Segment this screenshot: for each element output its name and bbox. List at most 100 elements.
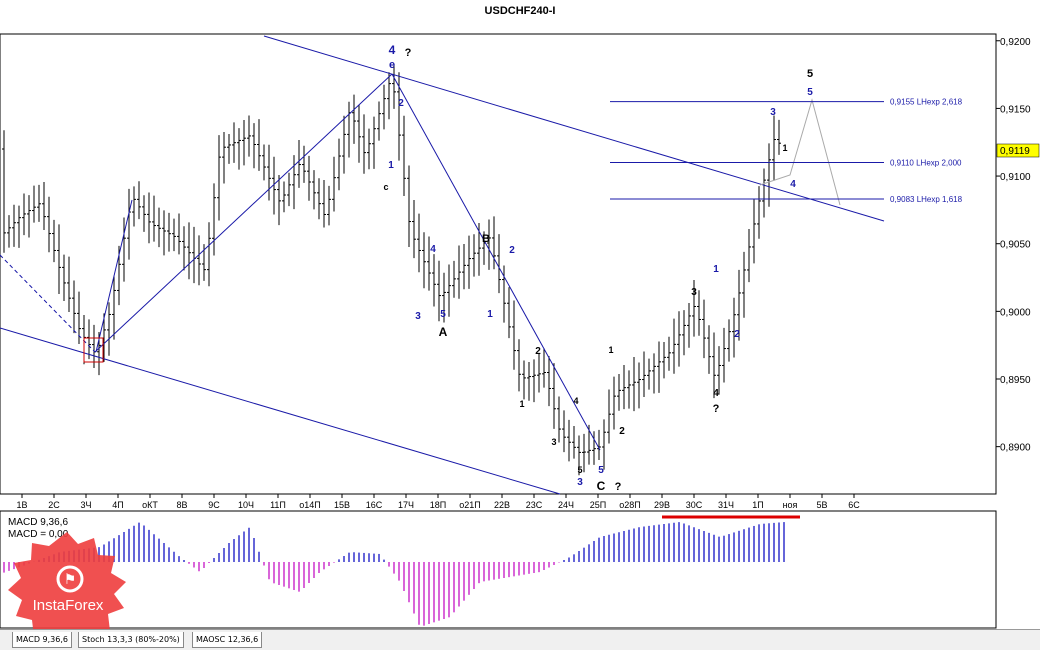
wave-label: 3	[551, 437, 556, 447]
main-plot-frame	[0, 33, 997, 495]
fib-label: 0,9083 LHexp 1,618	[890, 195, 963, 204]
wave-label: 5	[440, 309, 446, 320]
wave-label: 3	[577, 477, 583, 488]
x-tick-label: 11П	[270, 500, 286, 510]
x-tick-label: 5В	[816, 500, 827, 510]
y-tick-label: 0,9100	[1000, 172, 1031, 183]
fib-label: 0,9155 LHexp 2,618	[890, 98, 963, 107]
x-tick-label: оКТ	[142, 500, 158, 510]
wave-label: 1	[519, 399, 524, 409]
x-tick-label: 1В	[16, 500, 27, 510]
x-tick-label: 23С	[526, 500, 543, 510]
wave-label: 4	[713, 388, 719, 399]
x-tick-label: 15В	[334, 500, 350, 510]
instaforex-logo: ⚑ InstaForex	[8, 532, 126, 648]
candles	[2, 65, 781, 476]
wave-label: 2	[398, 98, 404, 109]
wave-label: 1	[713, 264, 719, 275]
wave-label: 1	[782, 143, 787, 153]
y-axis: 0,9200 0,9150 0,9100 0,9050 0,9000 0,8950 0,89…	[996, 37, 1031, 454]
wave-label: 5	[807, 87, 813, 98]
x-tick-label: о28П	[619, 500, 641, 510]
x-tick-label: 29В	[654, 500, 670, 510]
x-tick-label: ноя	[783, 500, 798, 510]
wave-label: 1	[608, 345, 613, 355]
current-price-box	[996, 143, 1040, 158]
x-tick-label: 8В	[176, 500, 187, 510]
wave-label: ?	[405, 47, 412, 59]
x-tick-label: 16С	[366, 500, 383, 510]
watermark-text: InstaForex	[33, 597, 104, 614]
x-tick-label: о21П	[459, 500, 481, 510]
tab-stoch[interactable]: Stoch 13,3,3 (80%-20%)	[78, 632, 184, 648]
y-tick-label: 0,9150	[1000, 104, 1031, 115]
lower-channel-line	[0, 327, 561, 495]
x-tick-label: 6С	[848, 500, 860, 510]
left-dashed-line	[0, 254, 96, 353]
x-tick-label: 22В	[494, 500, 510, 510]
y-tick-label: 0,9000	[1000, 307, 1031, 318]
x-tick-label: 18П	[430, 500, 446, 510]
x-tick-label: 25П	[590, 500, 606, 510]
rising-trend-line	[94, 73, 393, 353]
macd-label-1: MACD 9,36,6	[8, 517, 68, 528]
wave-label: 5	[598, 465, 604, 476]
current-price-label: 0,9119	[1000, 146, 1030, 157]
y-tick-label: 0,9050	[1000, 240, 1031, 251]
wave-label: 2	[734, 329, 740, 340]
wave-label: c	[383, 182, 388, 192]
projection-path	[759, 98, 841, 206]
macd-histogram	[3, 522, 785, 626]
wave-label: 1	[388, 160, 394, 171]
tab-maosc[interactable]: MAOSC 12,36,6	[192, 632, 263, 648]
x-tick-label: 3Ч	[80, 500, 91, 510]
x-tick-label: 9С	[208, 500, 220, 510]
wave-label: 2	[509, 245, 515, 256]
x-tick-label: 24Ч	[558, 500, 574, 510]
x-tick-label: 4П	[112, 500, 123, 510]
indicator-plot-frame	[0, 510, 997, 629]
wave-label: 3	[691, 287, 697, 298]
trend-lines	[0, 35, 885, 495]
fib-label: 0,9110 LHexp 2,000	[890, 159, 962, 168]
wave-label: 3	[415, 311, 421, 322]
zigzag-a	[95, 199, 133, 353]
y-tick-label: 0,8950	[1000, 375, 1031, 386]
x-tick-label: 10Ч	[238, 500, 254, 510]
wave-label: 4	[389, 43, 396, 57]
wave-label: 4	[430, 244, 436, 255]
wave-label: 5	[577, 465, 582, 475]
pivot-marker-box	[83, 337, 104, 363]
wave-labels: 4 e? 2 1 c 4 5 3 1 B 2 A 2 1 3 4 5 5 3 C ? 1 2 3 4? 1 2 3 4 5 5 1	[383, 43, 813, 493]
macd-label-2: MACD = 0,00	[8, 529, 69, 540]
indicator-tab-bar: MACD 9,36,6 Stoch 13,3,3 (80%-20%) MAOSC…	[0, 629, 1040, 650]
tab-macd[interactable]: MACD 9,36,6	[12, 632, 72, 648]
x-tick-label: 31Ч	[718, 500, 734, 510]
x-tick-label: 1П	[752, 500, 763, 510]
wave-label: 2	[535, 346, 541, 357]
upper-channel-line	[263, 35, 885, 222]
wave-label: 1	[487, 309, 493, 320]
wave-label: 3	[770, 107, 776, 118]
wave-label: ?	[713, 403, 720, 415]
svg-text:⚑: ⚑	[64, 572, 77, 588]
x-tick-label: о14П	[299, 500, 321, 510]
wave-label: 4	[573, 396, 578, 406]
x-tick-label: 2С	[48, 500, 60, 510]
y-tick-label: 0,8900	[1000, 443, 1031, 454]
wave-label: ?	[615, 481, 622, 493]
y-tick-label: 0,9200	[1000, 37, 1031, 48]
fib-levels: 0,9155 LHexp 2,618 0,9110 LHexp 2,000 0,90…	[610, 98, 963, 204]
wave-label: 4	[790, 179, 796, 190]
wave-label: B	[482, 233, 490, 245]
x-axis: 1В 2С 3Ч 4П оКТ 8В 9С 10Ч 11П о14П 15В 16С 17Ч 18П о21…	[16, 494, 860, 510]
chart-title: USDCHF240-I	[485, 5, 556, 17]
wave-label: 5	[807, 68, 813, 80]
wave-label: C	[597, 479, 606, 493]
wave-label: e	[389, 59, 395, 71]
wave-label: 2	[619, 426, 625, 437]
x-tick-label: 30С	[686, 500, 703, 510]
wave-label: A	[439, 325, 448, 339]
wave-c-line	[391, 73, 601, 451]
